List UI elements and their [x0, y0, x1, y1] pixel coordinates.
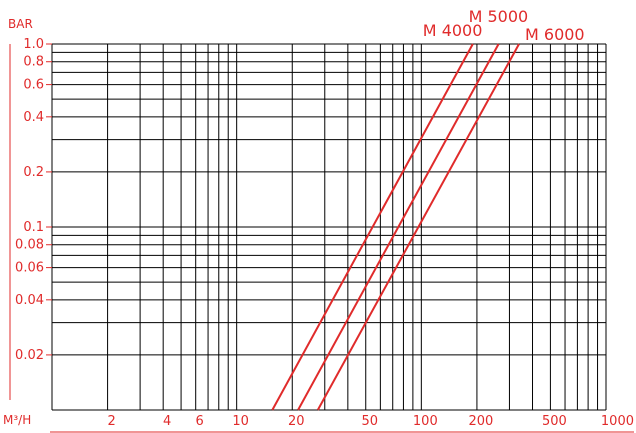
y-tick-label: 0.2 [23, 165, 44, 180]
x-tick-label: 2 [107, 414, 115, 429]
y-tick-label: 1.0 [23, 37, 44, 52]
series-line-3 [316, 43, 520, 411]
x-tick-label: 500 [542, 414, 567, 429]
series-label-2: M 5000 [469, 7, 529, 26]
y-tick-label: 0.4 [23, 110, 44, 125]
x-tick-label: 6 [196, 414, 204, 429]
x-tick-label: 4 [163, 414, 171, 429]
y-tick-label: 0.02 [15, 348, 44, 363]
x-tick-label: 50 [361, 414, 378, 429]
x-axis-label: M³/H [3, 413, 31, 427]
y-tick-label: 0.06 [15, 261, 44, 276]
grid-lines [51, 43, 607, 411]
series-line-1 [271, 43, 474, 411]
x-tick-label: 1000 [601, 414, 634, 429]
tick-labels: 1.0 0.8 0.6 0.4 0.2 0.1 0.08 0.06 0.04 0.02 2 4 6 10 2… [15, 37, 634, 429]
y-tick-label: 0.08 [15, 238, 44, 253]
series-label-1: M 4000 [423, 21, 483, 40]
x-tick-label: 200 [469, 414, 494, 429]
y-tick-label: 0.1 [23, 220, 44, 235]
y-axis-label: BAR [8, 17, 33, 31]
x-tick-label: 100 [413, 414, 438, 429]
x-tick-label: 20 [288, 414, 305, 429]
series-label-3: M 6000 [525, 25, 585, 44]
y-tick-label: 0.6 [23, 78, 44, 93]
y-tick-label: 0.8 [23, 55, 44, 70]
series-line-2 [297, 43, 500, 411]
y-tick-label: 0.04 [15, 293, 44, 308]
x-tick-label: 10 [232, 414, 249, 429]
